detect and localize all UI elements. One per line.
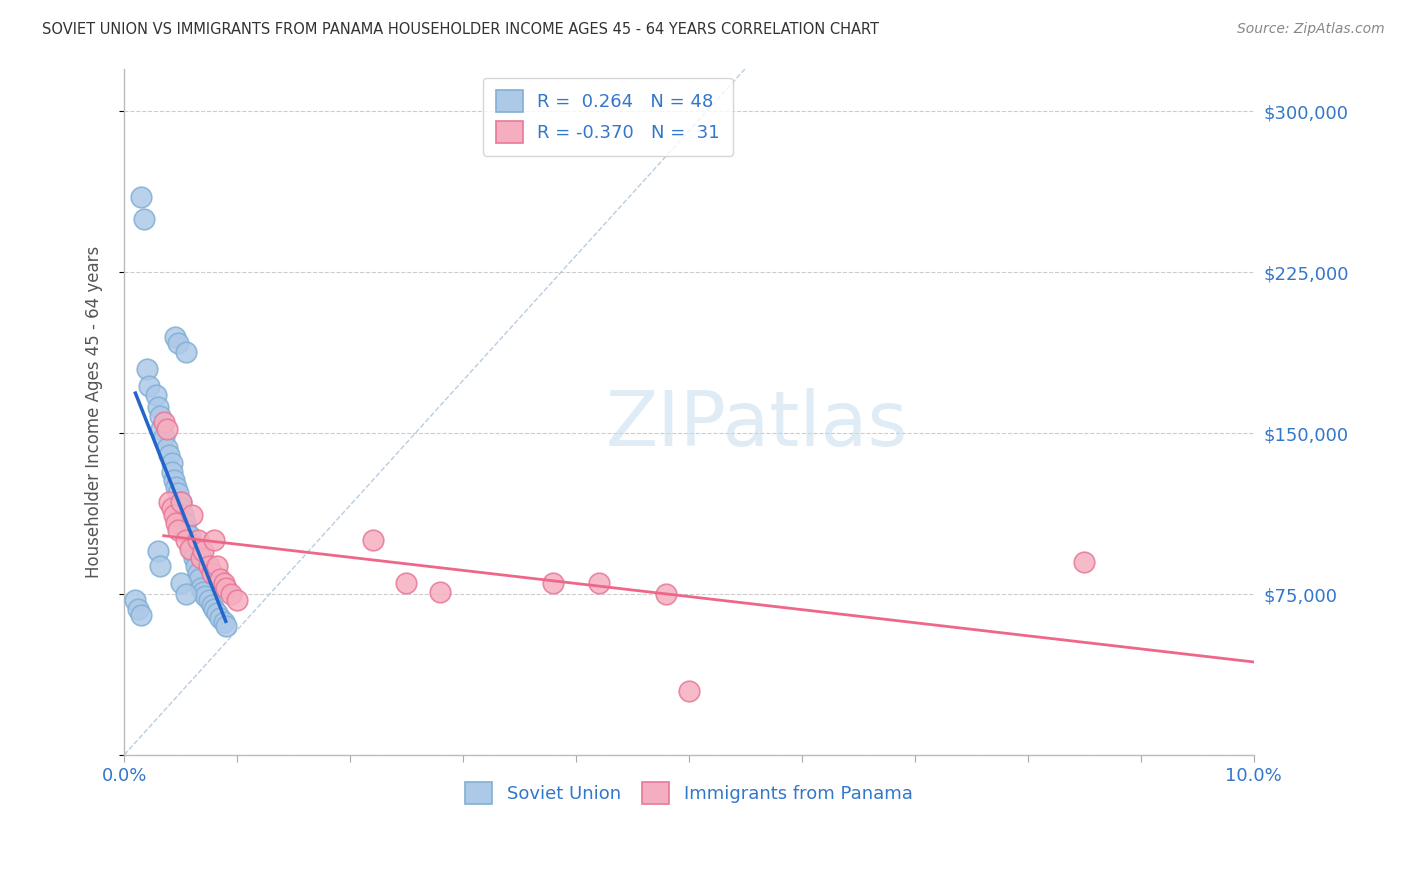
Point bbox=[149, 559, 172, 574]
Point bbox=[1073, 555, 1095, 569]
Point bbox=[160, 465, 183, 479]
Point bbox=[429, 585, 451, 599]
Point bbox=[163, 508, 186, 522]
Point bbox=[124, 593, 146, 607]
Point bbox=[174, 516, 197, 531]
Point bbox=[179, 541, 201, 556]
Point bbox=[190, 581, 212, 595]
Point bbox=[152, 416, 174, 430]
Point bbox=[138, 379, 160, 393]
Point bbox=[149, 409, 172, 423]
Point bbox=[163, 474, 186, 488]
Point bbox=[180, 544, 202, 558]
Point bbox=[215, 581, 238, 595]
Point bbox=[655, 587, 678, 601]
Point bbox=[209, 610, 232, 624]
Point bbox=[163, 329, 186, 343]
Point bbox=[156, 422, 179, 436]
Point bbox=[160, 501, 183, 516]
Point bbox=[198, 593, 221, 607]
Point bbox=[174, 523, 197, 537]
Point bbox=[201, 566, 224, 580]
Point bbox=[588, 576, 610, 591]
Text: ZIPatlas: ZIPatlas bbox=[606, 388, 908, 462]
Point bbox=[180, 508, 202, 522]
Point bbox=[183, 550, 205, 565]
Point bbox=[361, 533, 384, 548]
Point bbox=[165, 516, 187, 531]
Point bbox=[160, 456, 183, 470]
Point bbox=[174, 533, 197, 548]
Point bbox=[135, 361, 157, 376]
Point bbox=[226, 593, 249, 607]
Text: SOVIET UNION VS IMMIGRANTS FROM PANAMA HOUSEHOLDER INCOME AGES 45 - 64 YEARS COR: SOVIET UNION VS IMMIGRANTS FROM PANAMA H… bbox=[42, 22, 879, 37]
Point bbox=[167, 486, 190, 500]
Point bbox=[221, 587, 243, 601]
Text: Source: ZipAtlas.com: Source: ZipAtlas.com bbox=[1237, 22, 1385, 37]
Y-axis label: Householder Income Ages 45 - 64 years: Householder Income Ages 45 - 64 years bbox=[86, 245, 103, 578]
Point bbox=[127, 602, 149, 616]
Point bbox=[190, 550, 212, 565]
Point bbox=[212, 576, 235, 591]
Point bbox=[187, 566, 209, 580]
Point bbox=[150, 422, 173, 436]
Point bbox=[205, 559, 228, 574]
Point bbox=[167, 336, 190, 351]
Point bbox=[169, 495, 191, 509]
Point bbox=[167, 523, 190, 537]
Point bbox=[179, 529, 201, 543]
Point bbox=[174, 344, 197, 359]
Point bbox=[193, 544, 215, 558]
Point bbox=[180, 538, 202, 552]
Point bbox=[165, 480, 187, 494]
Point bbox=[212, 615, 235, 629]
Point bbox=[193, 585, 215, 599]
Point bbox=[156, 441, 179, 455]
Point bbox=[172, 508, 194, 522]
Point bbox=[157, 448, 180, 462]
Point bbox=[204, 533, 226, 548]
Point bbox=[201, 598, 224, 612]
Point bbox=[186, 559, 208, 574]
Point bbox=[146, 401, 169, 415]
Point bbox=[145, 387, 167, 401]
Point bbox=[157, 495, 180, 509]
Point bbox=[129, 608, 152, 623]
Point bbox=[215, 619, 238, 633]
Point bbox=[134, 211, 156, 226]
Point bbox=[174, 587, 197, 601]
Point bbox=[194, 589, 217, 603]
Point bbox=[204, 602, 226, 616]
Point bbox=[543, 576, 565, 591]
Point bbox=[205, 607, 228, 621]
Point bbox=[187, 533, 209, 548]
Point bbox=[187, 572, 209, 586]
Point bbox=[152, 430, 174, 444]
Point bbox=[169, 501, 191, 516]
Point bbox=[169, 576, 191, 591]
Point bbox=[169, 495, 191, 509]
Legend: Soviet Union, Immigrants from Panama: Soviet Union, Immigrants from Panama bbox=[454, 771, 924, 814]
Point bbox=[198, 559, 221, 574]
Point bbox=[129, 190, 152, 204]
Point bbox=[209, 572, 232, 586]
Point bbox=[146, 544, 169, 558]
Point bbox=[395, 576, 418, 591]
Point bbox=[678, 683, 700, 698]
